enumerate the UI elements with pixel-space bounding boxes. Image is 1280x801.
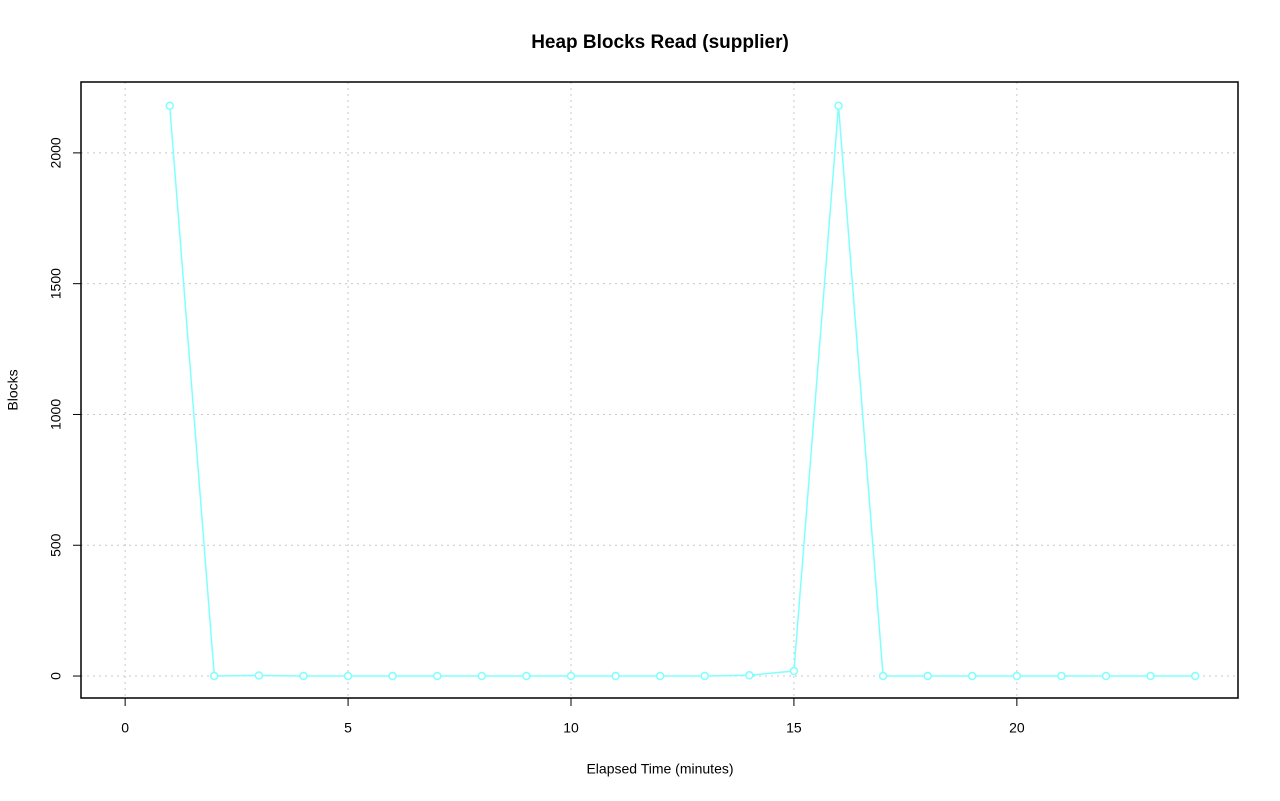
chart-title: Heap Blocks Read (supplier) xyxy=(531,32,789,53)
data-point xyxy=(1146,671,1155,681)
y-tick-label: 1000 xyxy=(48,399,64,430)
x-tick-label: 5 xyxy=(344,720,352,736)
data-point xyxy=(254,671,264,680)
data-point xyxy=(878,671,888,681)
data-point xyxy=(700,671,710,681)
data-point xyxy=(968,671,977,681)
data-point xyxy=(1012,671,1022,681)
y-tick-label: 0 xyxy=(48,672,64,680)
y-tick-label: 500 xyxy=(48,533,64,557)
grid xyxy=(81,82,1238,698)
data-point xyxy=(834,101,843,111)
x-tick-label: 0 xyxy=(121,720,129,736)
data-point xyxy=(432,671,442,681)
y-tick-label: 1500 xyxy=(48,268,64,299)
data-point xyxy=(343,671,353,681)
x-axis-label: Elapsed Time (minutes) xyxy=(586,761,733,777)
data-point xyxy=(566,671,576,681)
x-tick-label: 15 xyxy=(786,720,802,736)
series-line xyxy=(168,105,1196,677)
x-tick-label: 20 xyxy=(1009,720,1025,736)
data-point xyxy=(388,671,397,681)
y-axis-label: Blocks xyxy=(5,369,21,410)
data-point xyxy=(477,671,487,681)
data-point xyxy=(210,671,219,681)
data-point xyxy=(1101,671,1111,681)
data-point xyxy=(165,101,174,111)
data-point xyxy=(1190,671,1200,681)
x-tick-label: 10 xyxy=(563,720,579,736)
data-point xyxy=(745,670,754,680)
plot-frame xyxy=(80,81,1239,699)
y-tick-label: 2000 xyxy=(48,137,64,168)
plot-area xyxy=(165,101,1200,681)
data-point xyxy=(522,671,531,681)
data-point xyxy=(789,666,799,676)
data-point xyxy=(655,671,665,681)
data-point xyxy=(923,671,932,681)
data-point xyxy=(611,671,620,681)
data-point xyxy=(299,671,308,681)
data-point xyxy=(1057,671,1066,681)
